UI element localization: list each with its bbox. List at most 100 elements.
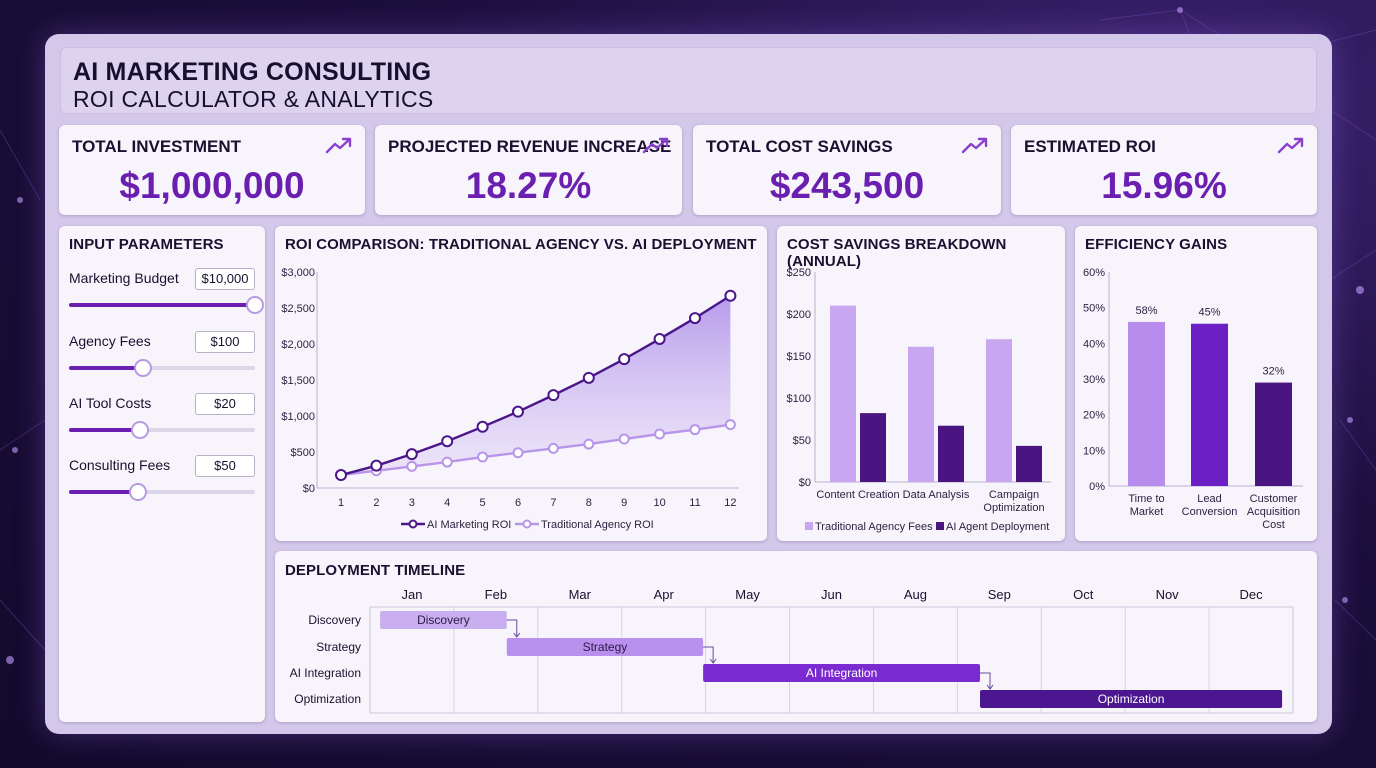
traditional-agency-roi-line — [340, 423, 731, 477]
ai-tool-costs-input[interactable]: $20 — [195, 393, 255, 415]
ai-roi-point — [689, 312, 701, 325]
traditional-roi-point — [583, 438, 595, 450]
legend-traditional-label: Traditional Agency Fees — [815, 521, 933, 533]
legend-traditional-marker — [522, 519, 532, 529]
slider-thumb[interactable] — [246, 296, 264, 314]
ai-roi-point — [441, 435, 454, 448]
slider-fill — [69, 303, 255, 307]
traditional-roi-point — [477, 451, 489, 463]
legend-ai-marker — [408, 519, 418, 529]
y-tick-label: $250 — [787, 267, 811, 279]
month-label: Jun — [821, 587, 842, 602]
month-label: Apr — [654, 587, 675, 602]
dependency-arrow-icon — [709, 658, 717, 664]
page-subtitle: ROI CALCULATOR & ANALYTICS — [73, 86, 434, 112]
kpi-total-investment: TOTAL INVESTMENT $1,000,000 — [59, 125, 365, 215]
trend-up-icon — [642, 137, 669, 154]
kpi-estimated-roi: ESTIMATED ROI 15.96% — [1011, 125, 1317, 215]
phase-row-label: Optimization — [294, 692, 361, 706]
y-tick-label: $2,500 — [281, 303, 315, 315]
dependency-arrow-icon — [986, 684, 994, 690]
ai-marketing-roi-line — [340, 294, 732, 477]
slider-fill — [69, 366, 144, 370]
month-label: Dec — [1239, 587, 1263, 602]
marketing-budget-slider[interactable] — [69, 296, 264, 314]
input-parameters-panel: INPUT PARAMETERS Marketing Budget $10,00… — [59, 226, 265, 722]
slider-thumb[interactable] — [128, 483, 147, 501]
traditional-roi-point — [441, 456, 453, 468]
ai-roi-point — [653, 332, 666, 345]
panel-title: COST SAVINGS BREAKDOWN (ANNUAL) — [787, 236, 1007, 270]
y-tick-label: 50% — [1083, 303, 1105, 315]
phase-row-label: AI Integration — [290, 666, 361, 680]
x-tick-label: 6 — [515, 497, 521, 509]
kpi-value: 18.27% — [465, 165, 592, 206]
agency-fees-slider[interactable] — [69, 359, 255, 377]
x-category-label: Customer — [1250, 493, 1298, 505]
y-tick-label: 20% — [1083, 410, 1105, 422]
x-tick-label: 4 — [444, 497, 450, 509]
ai-roi-point — [476, 420, 489, 433]
traditional-roi-point — [724, 419, 736, 431]
legend-ai-swatch — [936, 522, 944, 530]
y-tick-label: $0 — [799, 477, 811, 489]
x-tick-label: 9 — [621, 497, 627, 509]
month-label: May — [735, 587, 760, 602]
x-category-label: Time to — [1128, 493, 1164, 505]
trend-up-icon — [1277, 137, 1304, 154]
x-tick-label: 7 — [550, 497, 556, 509]
y-tick-label: 10% — [1083, 445, 1105, 457]
bar-traditional-0 — [830, 305, 856, 482]
consulting-fees-slider[interactable] — [69, 483, 255, 501]
bar-data-label: 58% — [1135, 305, 1157, 317]
slider-fill — [69, 490, 138, 494]
consulting-fees-input[interactable]: $50 — [195, 455, 255, 477]
x-tick-label: 2 — [373, 497, 379, 509]
kpi-label: PROJECTED REVENUE INCREASE — [388, 137, 672, 156]
bar-ai-0 — [860, 413, 886, 482]
dependency-connector — [703, 646, 714, 663]
x-category-label: Data Analysis — [903, 489, 970, 501]
legend-traditional-label: Traditional Agency ROI — [541, 519, 654, 531]
panel-title: ROI COMPARISON: TRADITIONAL AGENCY VS. A… — [285, 236, 757, 253]
slider-thumb[interactable] — [130, 421, 149, 439]
agency-fees-input[interactable]: $100 — [195, 331, 255, 353]
phase-bar-3 — [980, 690, 1283, 708]
ai-roi-point — [512, 405, 524, 418]
traditional-roi-point — [406, 460, 418, 472]
x-category-label: Lead — [1197, 493, 1221, 505]
kpi-value: 15.96% — [1101, 165, 1227, 206]
x-category-label: Acquisition — [1247, 506, 1300, 518]
legend-traditional-swatch — [805, 522, 813, 530]
cost-savings-panel: COST SAVINGS BREAKDOWN (ANNUAL) $0 $50 $10… — [777, 226, 1065, 541]
month-label: Mar — [569, 587, 592, 602]
y-tick-label: $100 — [787, 393, 811, 405]
panel-title: INPUT PARAMETERS — [69, 236, 224, 253]
param-consulting-fees: Consulting Fees $50 — [69, 455, 255, 505]
bar-data-label: 32% — [1262, 366, 1284, 378]
slider-thumb[interactable] — [134, 359, 153, 377]
traditional-roi-point — [512, 447, 524, 459]
y-tick-label: $3,000 — [281, 267, 315, 279]
kpi-projected-revenue-increase: PROJECTED REVENUE INCREASE 18.27% — [375, 125, 682, 215]
bar-ai-2 — [1016, 445, 1042, 482]
kpi-label: TOTAL COST SAVINGS — [706, 137, 893, 156]
phase-bar-label: Discovery — [417, 613, 470, 627]
efficiency-bar-1 — [1191, 323, 1228, 486]
ai-tool-costs-slider[interactable] — [69, 421, 255, 439]
ai-roi-point — [582, 371, 595, 384]
kpi-value: $243,500 — [769, 165, 925, 206]
y-tick-label: $50 — [793, 435, 811, 447]
phase-bar-2 — [703, 664, 981, 682]
dependency-connector — [980, 672, 991, 689]
x-tick-label: 3 — [409, 497, 415, 509]
ai-roi-point — [335, 469, 347, 482]
traditional-roi-point — [654, 428, 666, 440]
phase-bar-label: Strategy — [583, 640, 628, 654]
ai-roi-point — [724, 289, 737, 302]
efficiency-bar-0 — [1128, 321, 1165, 486]
marketing-budget-input[interactable]: $10,000 — [195, 268, 255, 290]
cost-savings-bar-chart: $0 $50 $100 $150 $200 $250 Content Creation Dat… — [787, 267, 1051, 533]
